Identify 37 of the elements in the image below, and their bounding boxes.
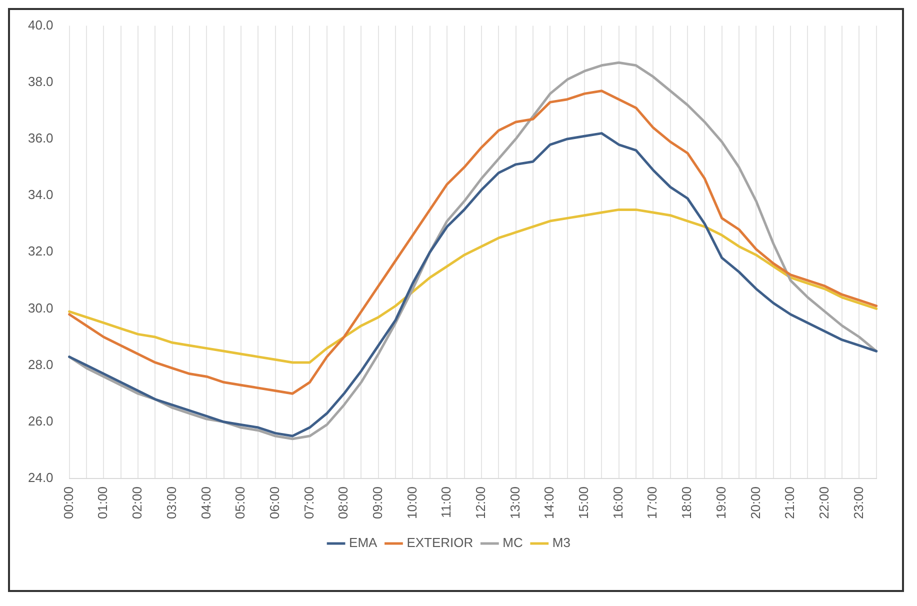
x-tick-label: 06:00: [266, 486, 282, 520]
x-tick-label: 04:00: [198, 486, 214, 520]
x-tick-label: 11:00: [438, 486, 454, 518]
x-tick-label: 07:00: [301, 486, 316, 520]
x-tick-label: 13:00: [507, 486, 522, 520]
x-tick-label: 01:00: [95, 486, 110, 520]
x-tick-label: 12:00: [473, 486, 488, 520]
y-tick-label: 28.0: [28, 356, 54, 372]
y-tick-label: 34.0: [28, 187, 54, 202]
y-tick-label: 32.0: [28, 244, 54, 259]
x-tick-label: 02:00: [130, 486, 145, 520]
y-tick-label: 30.0: [28, 300, 54, 316]
legend-label: MC: [502, 535, 523, 550]
x-tick-label: 22:00: [816, 486, 832, 520]
legend-label: M3: [552, 535, 570, 550]
x-tick-label: 08:00: [336, 486, 351, 520]
y-tick-label: 24.0: [28, 470, 54, 486]
x-tick-label: 15:00: [576, 486, 592, 520]
x-tick-label: 00:00: [60, 486, 76, 520]
x-tick-label: 10:00: [404, 486, 420, 520]
x-tick-label: 21:00: [782, 486, 798, 520]
x-tick-label: 05:00: [232, 486, 248, 520]
x-tick-label: 09:00: [370, 486, 385, 520]
x-tick-label: 20:00: [748, 486, 763, 520]
x-tick-label: 14:00: [542, 486, 557, 520]
x-tick-label: 17:00: [644, 486, 660, 520]
x-tick-label: 03:00: [164, 486, 179, 520]
y-tick-label: 36.0: [28, 130, 54, 146]
legend-label: EMA: [349, 535, 378, 550]
y-tick-label: 40.0: [28, 17, 54, 32]
legend-label: EXTERIOR: [406, 535, 474, 550]
y-tick-label: 26.0: [28, 413, 54, 428]
x-tick-label: 19:00: [713, 486, 728, 520]
x-tick-label: 16:00: [610, 486, 626, 520]
y-tick-label: 38.0: [28, 74, 54, 89]
x-tick-label: 18:00: [679, 486, 694, 520]
x-tick-label: 23:00: [850, 486, 866, 520]
